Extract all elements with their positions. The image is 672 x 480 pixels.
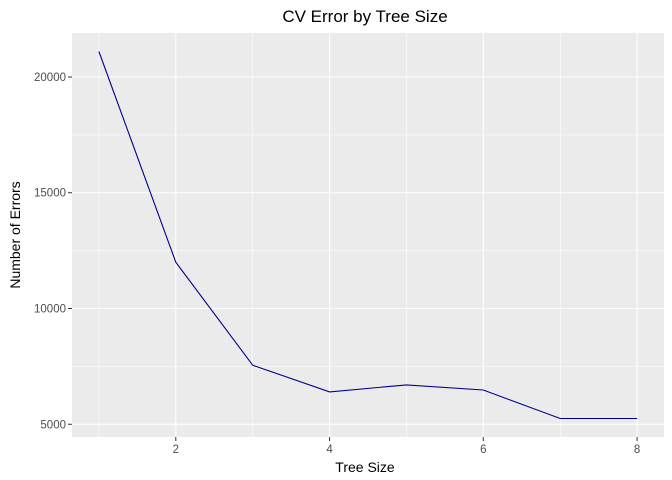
y-tick-label: 5000 [40, 419, 66, 431]
series-layer [98, 51, 638, 420]
major-gridlines [72, 33, 664, 437]
x-tick-label: 6 [480, 444, 486, 456]
y-tick-label: 10000 [34, 304, 66, 316]
x-tick-label: 8 [634, 444, 640, 456]
x-axis-label: Tree Size [335, 459, 395, 475]
minor-gridlines [72, 33, 664, 437]
y-tick-label: 15000 [34, 188, 66, 200]
series-line [98, 51, 638, 420]
y-axis-label: Number of Errors [7, 181, 23, 288]
x-axis: 2 4 6 8 [173, 437, 640, 456]
plot-panel [72, 33, 664, 437]
x-tick-label: 4 [326, 444, 333, 456]
y-axis: 5000 10000 15000 20000 [34, 72, 72, 431]
chart-title: CV Error by Tree Size [282, 7, 447, 26]
y-tick-label: 20000 [34, 72, 66, 84]
x-tick-label: 2 [173, 444, 179, 456]
